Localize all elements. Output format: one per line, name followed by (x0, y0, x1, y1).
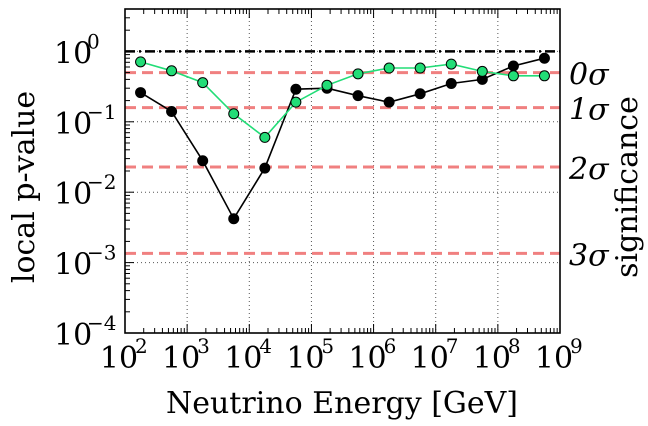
x-tick-label: 10 (162, 341, 200, 376)
data-point (197, 77, 209, 89)
x-tick-label-exponent: 9 (570, 334, 583, 358)
data-series (135, 52, 550, 225)
y-tick-label: 10 (54, 248, 92, 283)
x-axis-label: Neutrino Energy [GeV] (166, 386, 518, 421)
significance-label: 2σ (568, 152, 610, 187)
y-tick-label: 10 (54, 318, 92, 353)
data-point (135, 56, 147, 68)
grid (124, 9, 561, 334)
data-point (352, 68, 364, 80)
data-point (538, 70, 550, 82)
x-tick-label-exponent: 4 (259, 334, 272, 358)
data-point (290, 83, 302, 95)
data-point (228, 108, 240, 120)
data-point (197, 155, 209, 167)
data-point (135, 87, 147, 99)
x-tick-label: 10 (286, 341, 324, 376)
data-point (290, 96, 302, 108)
y2-axis-label: significance (610, 96, 645, 278)
data-point (166, 106, 178, 118)
x-tick-label-exponent: 6 (384, 334, 397, 358)
significance-label: 1σ (569, 93, 610, 128)
x-tick-label-exponent: 3 (197, 334, 210, 358)
y-tick-label-exponent: −3 (87, 241, 116, 265)
x-tick-label-exponent: 8 (508, 334, 521, 358)
data-point (166, 65, 178, 77)
plot-frame (124, 8, 561, 334)
x-tick-label: 10 (411, 341, 449, 376)
x-tick-label: 10 (224, 341, 262, 376)
data-point (383, 62, 395, 74)
y-tick-label: 10 (54, 107, 92, 142)
x-tick-label: 10 (348, 341, 386, 376)
y-tick-label: 10 (54, 36, 92, 71)
data-point (383, 96, 395, 108)
axes-frame (124, 8, 561, 334)
data-point (259, 131, 271, 143)
data-point (445, 77, 457, 89)
data-point (414, 88, 426, 100)
data-point (538, 52, 550, 64)
data-point (507, 70, 519, 82)
data-point (259, 162, 271, 174)
data-point (476, 65, 488, 77)
x-tick-label-exponent: 7 (446, 334, 459, 358)
data-point (414, 62, 426, 74)
y-tick-label-exponent: −2 (87, 170, 116, 194)
y-tick-label-exponent: 0 (87, 29, 100, 53)
data-point (352, 90, 364, 102)
significance-label: 0σ (569, 58, 610, 93)
x-tick-label: 10 (535, 341, 573, 376)
x-tick-label-exponent: 2 (135, 334, 148, 358)
data-point (228, 213, 240, 225)
x-tick-label: 10 (473, 341, 511, 376)
x-tick-labels: 102 103 104 105 106 107 108 109 (100, 334, 583, 376)
y-tick-label-exponent: −4 (87, 311, 116, 335)
y-tick-label: 10 (54, 177, 92, 212)
x-tick-label: 10 (100, 341, 138, 376)
significance-lines (125, 50, 560, 255)
y-axis-label: local p-value (7, 91, 42, 283)
significance-label: 3σ (569, 238, 610, 273)
data-point (445, 58, 457, 70)
data-point (321, 79, 333, 91)
data-point (507, 60, 519, 72)
x-tick-label-exponent: 5 (321, 334, 334, 358)
y-tick-label-exponent: −1 (87, 100, 116, 124)
